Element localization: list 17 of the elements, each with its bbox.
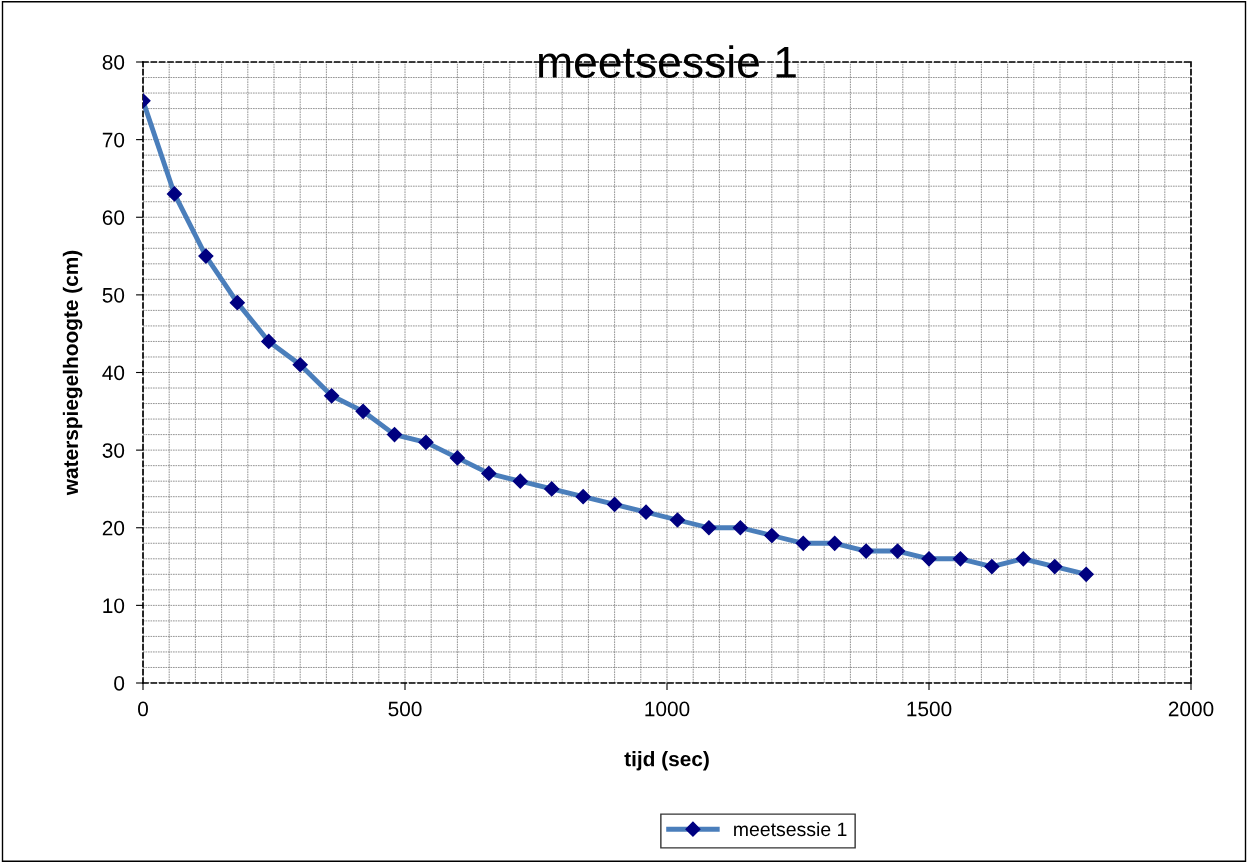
x-tick-label: 2000 xyxy=(1168,701,1214,717)
y-axis-title: waterspiegelhoogte (cm) xyxy=(62,250,83,496)
x-tick-label: 1500 xyxy=(907,701,952,717)
x-tick-label: 1000 xyxy=(645,701,690,717)
y-tick-label: 30 xyxy=(102,443,125,458)
y-tick-label: 0 xyxy=(114,676,125,691)
x-axis-title: tijd (sec) xyxy=(624,751,709,771)
y-tick-label: 40 xyxy=(102,365,125,381)
y-tick-label: 10 xyxy=(103,598,125,614)
x-tick-label: 0 xyxy=(138,701,148,717)
legend-label: meetsessie 1 xyxy=(734,821,847,837)
y-tick-label: 80 xyxy=(102,55,125,70)
y-tick-label: 70 xyxy=(102,132,125,148)
y-tick-label: 20 xyxy=(102,520,125,536)
x-tick-label: 500 xyxy=(388,701,422,717)
y-tick-label: 50 xyxy=(102,287,125,303)
y-tick-label: 60 xyxy=(102,210,125,225)
